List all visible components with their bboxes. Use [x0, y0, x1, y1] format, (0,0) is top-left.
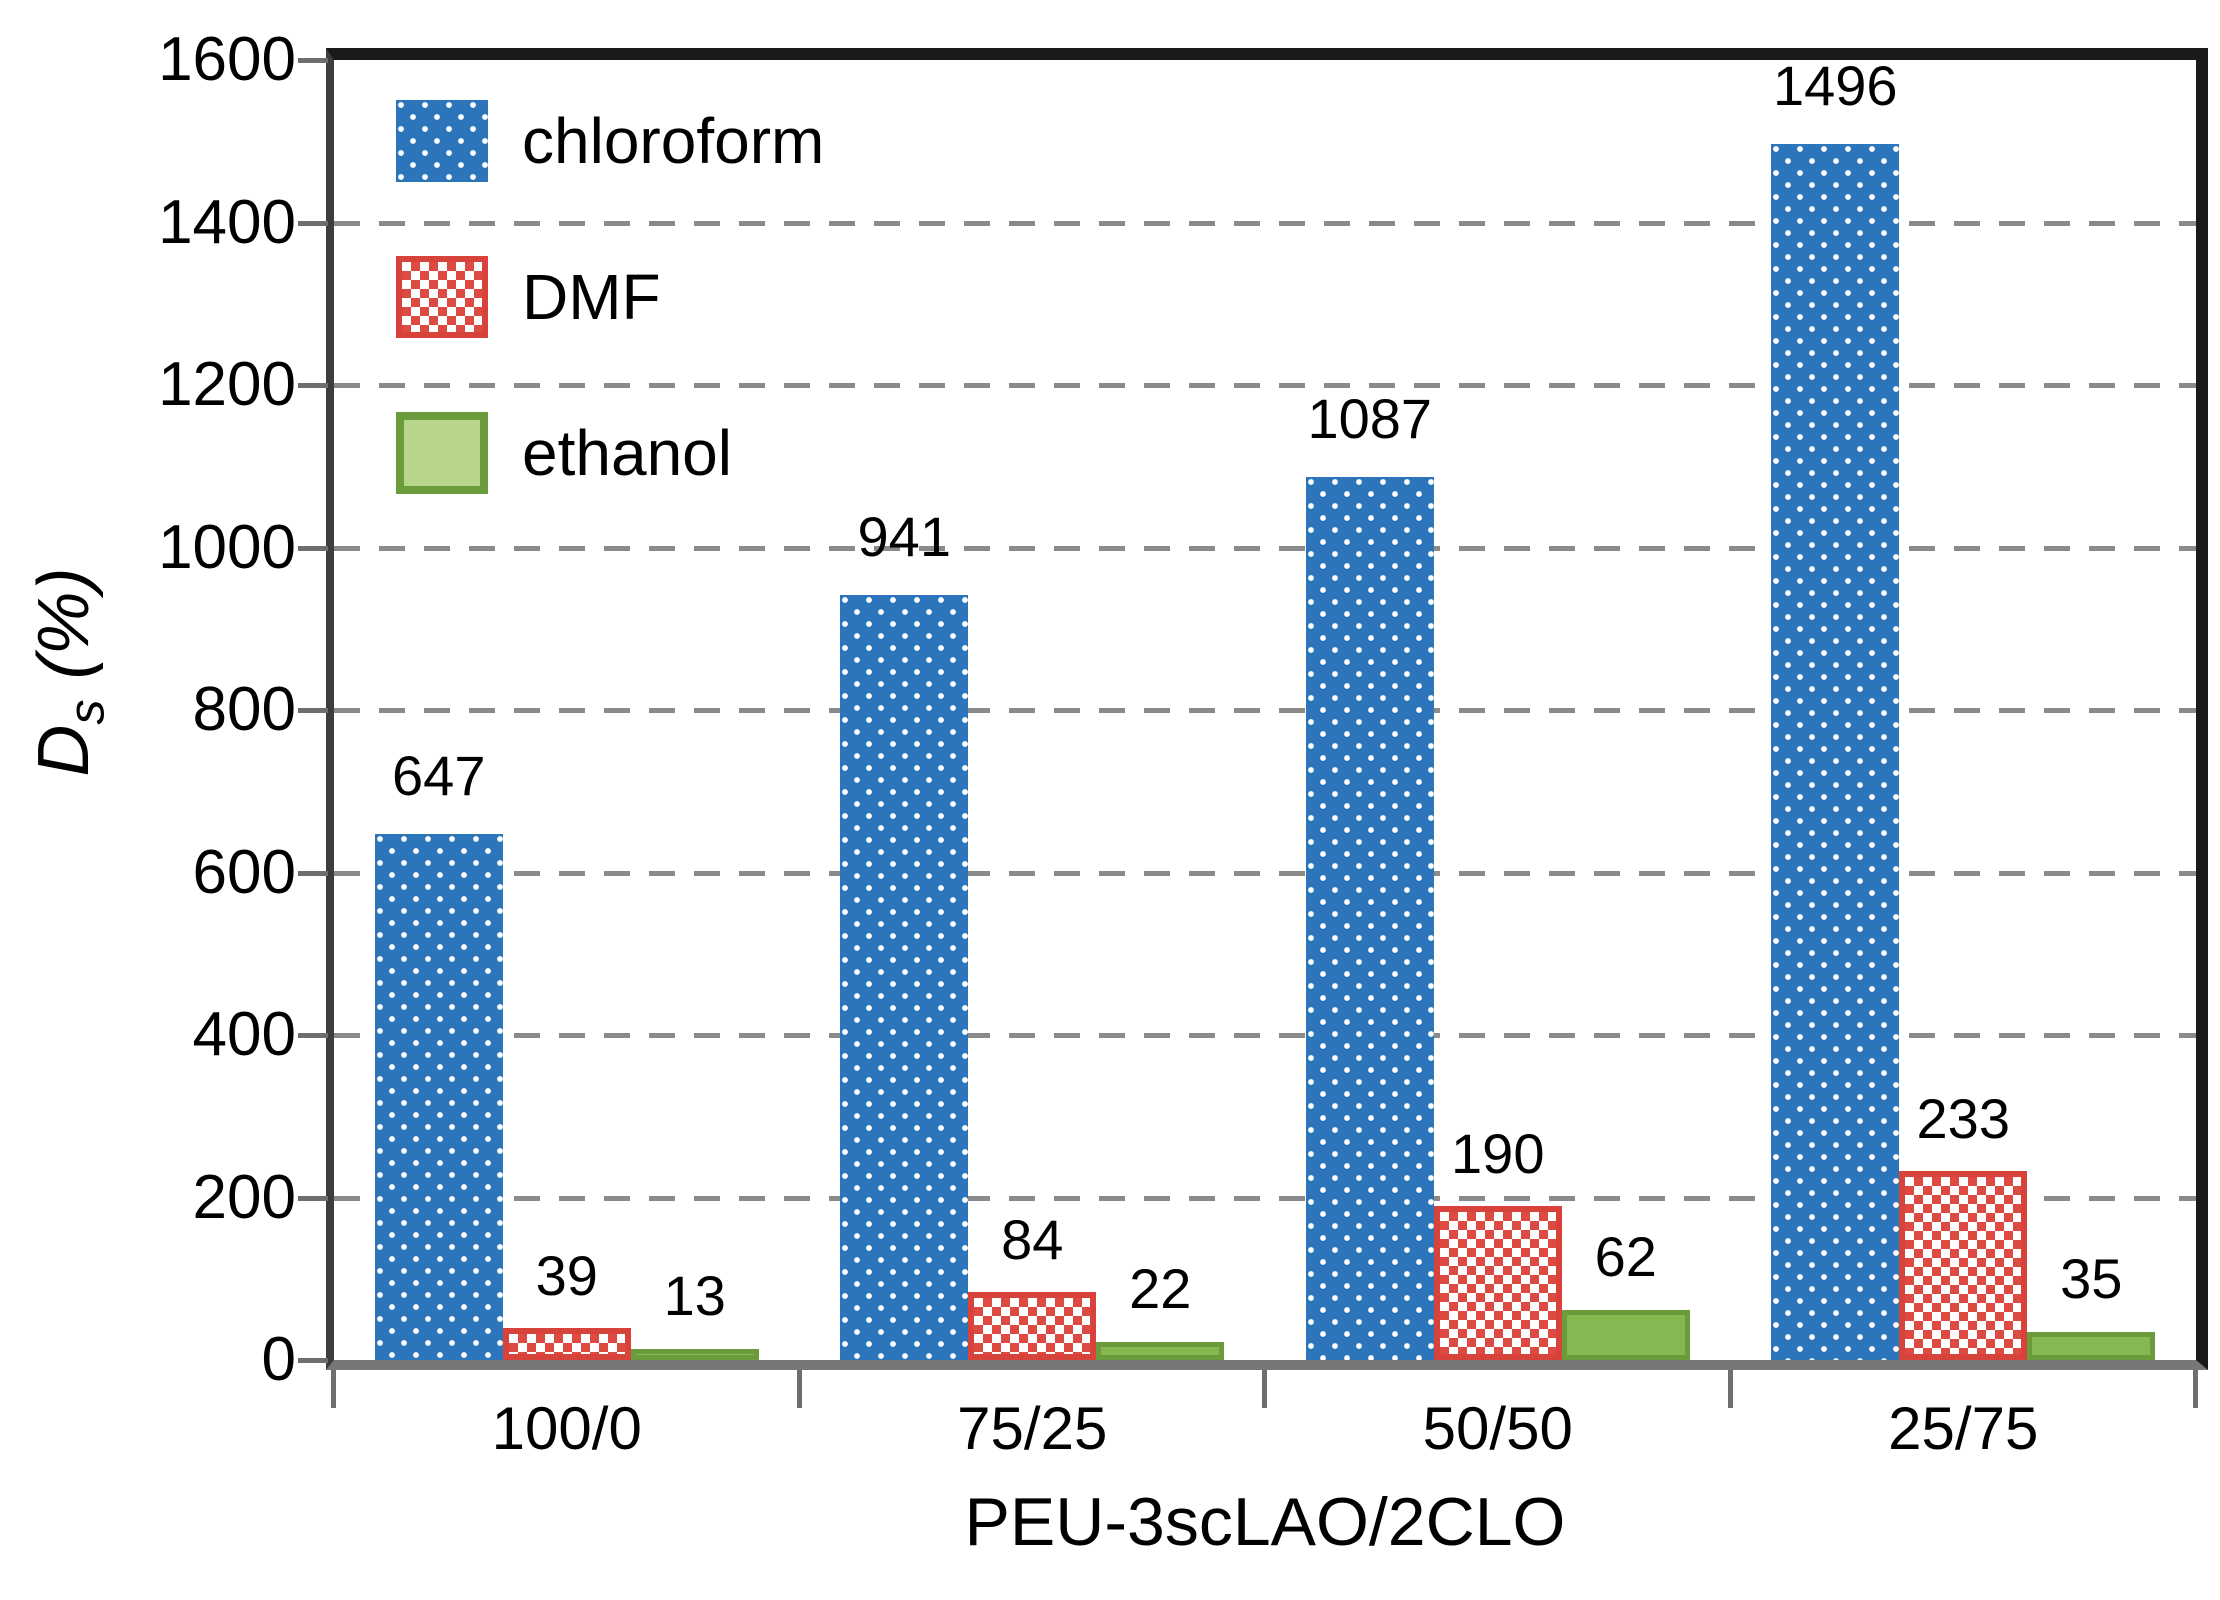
- x-tick-label-50-50: 50/50: [1422, 1395, 1573, 1462]
- gridline-1400: [334, 220, 2196, 226]
- y-tick-label-400: 400: [192, 1000, 296, 1069]
- bar-group-50/50: 1087 190 62: [1265, 60, 1731, 1360]
- bar-chloroform-50/50: 1087: [1305, 391, 1434, 1360]
- bar-value-label: 233: [1916, 1087, 2010, 1150]
- y-tick-200: [298, 1195, 328, 1201]
- x-tick-label-25-75: 25/75: [1888, 1395, 2039, 1462]
- gridline-600: [334, 870, 2196, 876]
- y-tick-1600: [298, 58, 328, 63]
- bar-value-label: 647: [392, 744, 486, 807]
- legend-item-dmf: DMF: [396, 256, 824, 338]
- bar-chloroform-25/75: 1496: [1771, 58, 1900, 1360]
- bars-layer: 647 39 13 941 84 22 1087 190 62 1496 233 35: [334, 58, 2197, 1360]
- bar-value-label: 39: [535, 1244, 598, 1307]
- x-tick-label-100-0: 100/0: [491, 1395, 642, 1462]
- y-tick-1000: [298, 545, 328, 551]
- x-tick-boundary-3: [1727, 1370, 1733, 1408]
- y-tick-400: [298, 1033, 328, 1038]
- gridline-1200: [334, 383, 2196, 388]
- bar-group-75/25: 941 84 22: [800, 60, 1266, 1360]
- bar-value-label: 1496: [1772, 54, 1898, 117]
- bar-value-label: 13: [663, 1264, 726, 1327]
- bar-value-label: 1087: [1307, 387, 1433, 450]
- bar-value-label: 941: [857, 505, 951, 568]
- bar-dmf-50/50: 190: [1433, 1126, 1562, 1360]
- bar-value-label: 84: [1001, 1208, 1064, 1271]
- legend-label: ethanol: [522, 417, 732, 489]
- bar-group-100/0: 647 39 13: [334, 60, 800, 1360]
- legend-label: DMF: [522, 261, 661, 333]
- y-tick-0: [298, 1358, 328, 1363]
- bar-dmf-100/0: 39: [502, 1248, 631, 1360]
- bar-chloroform-75/25: 941: [840, 509, 969, 1360]
- legend-item-chloroform: chloroform: [396, 100, 824, 182]
- y-tick-label-600: 600: [192, 837, 296, 907]
- y-tick-label-1000: 1000: [158, 512, 296, 582]
- y-tick-label-1400: 1400: [158, 187, 296, 257]
- y-tick-800: [298, 708, 328, 713]
- dmf-swatch-icon: [396, 256, 488, 338]
- bar-group-25/75: 1496 233 35: [1731, 58, 2197, 1360]
- bar-chloroform-100/0: 647: [374, 748, 503, 1360]
- x-tick-label-75-25: 75/25: [957, 1395, 1108, 1462]
- y-tick-1200: [298, 383, 328, 388]
- bar-ethanol-50/50: 62: [1561, 1229, 1690, 1360]
- x-tick-boundary-2: [1262, 1370, 1267, 1408]
- bar-value-label: 35: [2060, 1247, 2123, 1310]
- x-axis-title: PEU-3scLAO/2CLO: [964, 1484, 1566, 1560]
- y-axis-labels: 0 200 400 600 800 1000 1200 1400 1600: [0, 26, 296, 1394]
- bar-ethanol-25/75: 35: [2027, 1251, 2156, 1360]
- y-tick-label-1200: 1200: [158, 350, 296, 419]
- x-tick-boundary-4: [2193, 1370, 2198, 1408]
- bar-value-label: 190: [1451, 1122, 1545, 1185]
- gridline-200: [334, 1195, 2196, 1201]
- bar-dmf-25/75: 233: [1899, 1091, 2028, 1360]
- chloroform-swatch-icon: [396, 100, 488, 182]
- x-tick-boundary-1: [796, 1370, 802, 1408]
- gridline-800: [334, 708, 2196, 713]
- x-axis-labels: 100/0 75/25 50/50 25/75: [334, 1398, 2196, 1460]
- y-tick-1400: [298, 220, 328, 226]
- legend-item-ethanol: ethanol: [396, 412, 824, 494]
- legend: chloroform DMF ethanol: [396, 100, 824, 494]
- y-tick-600: [298, 870, 328, 876]
- legend-label: chloroform: [522, 105, 825, 177]
- bar-value-label: 62: [1594, 1225, 1657, 1288]
- y-tick-label-200: 200: [192, 1162, 296, 1232]
- ethanol-swatch-icon: [396, 412, 488, 494]
- bar-ethanol-75/25: 22: [1096, 1261, 1225, 1360]
- y-tick-label-0: 0: [261, 1325, 296, 1394]
- y-tick-label-1600: 1600: [158, 25, 296, 94]
- gridline-1000: [334, 545, 2196, 551]
- bar-dmf-75/25: 84: [968, 1212, 1097, 1360]
- plot-area: 647 39 13 941 84 22 1087 190 62 1496 233 35 chlorof…: [298, 48, 2208, 1408]
- x-tick-boundary-0: [331, 1370, 336, 1408]
- bar-ethanol-100/0: 13: [630, 1268, 759, 1360]
- y-tick-label-800: 800: [192, 675, 296, 744]
- bar-value-label: 22: [1129, 1257, 1192, 1320]
- gridline-400: [334, 1033, 2196, 1038]
